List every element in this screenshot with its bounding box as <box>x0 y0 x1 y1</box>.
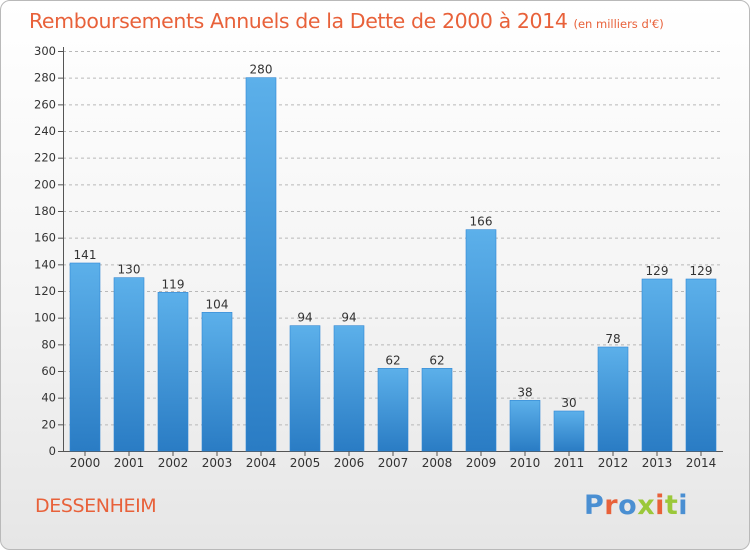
logo-letter: P <box>584 490 605 521</box>
chart-title: Remboursements Annuels de la Dette de 20… <box>29 9 664 33</box>
proxiti-logo: Proxiti <box>584 490 688 521</box>
data-label: 129 <box>646 264 669 278</box>
bar-2005 <box>289 325 321 452</box>
y-tick-label: 60 <box>41 364 56 378</box>
y-tick-label: 160 <box>34 231 56 245</box>
y-tick-label: 200 <box>34 177 56 191</box>
y-tick-label: 180 <box>34 204 56 218</box>
x-tick-label: 2009 <box>466 456 497 470</box>
logo-letter: r <box>604 490 619 521</box>
x-tick-label: 2004 <box>246 456 277 470</box>
x-tick-label: 2011 <box>554 456 585 470</box>
data-label: 119 <box>162 277 185 291</box>
y-tick-label: 80 <box>41 337 56 351</box>
logo-letter: x <box>637 490 656 521</box>
bar-2011 <box>553 410 585 452</box>
x-tick-label: 2002 <box>158 456 189 470</box>
x-tick-label: 2012 <box>598 456 629 470</box>
data-label: 62 <box>429 353 444 367</box>
y-tick-label: 280 <box>34 71 56 85</box>
x-tick-label: 2007 <box>378 456 409 470</box>
y-tick-label: 240 <box>34 124 56 138</box>
x-tick-label: 2008 <box>422 456 453 470</box>
y-tick-label: 220 <box>34 151 56 165</box>
data-label: 94 <box>341 311 356 325</box>
y-tick-label: 120 <box>34 284 56 298</box>
bar-2012 <box>597 346 629 452</box>
x-tick-label: 2010 <box>510 456 541 470</box>
data-label: 78 <box>605 332 620 346</box>
chart-title-text: Remboursements Annuels de la Dette de 20… <box>29 9 568 33</box>
bar-2009 <box>465 229 497 452</box>
data-label: 94 <box>297 311 312 325</box>
bar-2002 <box>157 292 189 452</box>
data-label: 30 <box>561 396 576 410</box>
bar-2010 <box>509 400 541 452</box>
data-label: 129 <box>690 264 713 278</box>
data-label: 38 <box>517 385 532 399</box>
y-tick-label: 20 <box>41 417 56 431</box>
y-tick-label: 300 <box>34 44 56 58</box>
bar-2001 <box>113 277 145 452</box>
logo-letter: o <box>618 490 638 521</box>
bar-2007 <box>377 368 409 452</box>
x-tick-label: 2003 <box>202 456 233 470</box>
bar-2013 <box>641 278 673 452</box>
chart-unit: (en milliers d'€) <box>573 17 664 31</box>
x-tick-label: 2013 <box>642 456 673 470</box>
x-tick-label: 2014 <box>686 456 717 470</box>
data-label: 104 <box>206 297 229 311</box>
y-tick-label: 100 <box>34 311 56 325</box>
x-tick-label: 2001 <box>114 456 145 470</box>
bar-2014 <box>685 278 717 452</box>
x-tick-label: 2000 <box>70 456 101 470</box>
data-label: 141 <box>74 248 97 262</box>
bar-2004 <box>245 77 277 452</box>
data-label: 62 <box>385 353 400 367</box>
data-label: 166 <box>470 215 493 229</box>
bar-2008 <box>421 368 453 452</box>
x-tick-label: 2005 <box>290 456 321 470</box>
data-label: 130 <box>118 263 141 277</box>
y-tick-label: 140 <box>34 257 56 271</box>
bar-2006 <box>333 325 365 452</box>
logo-letter: i <box>655 490 665 521</box>
logo-letter: t <box>664 490 679 521</box>
bar-2000 <box>69 262 101 452</box>
x-tick-label: 2006 <box>334 456 365 470</box>
y-tick-label: 0 <box>49 444 56 458</box>
logo-letter: i <box>678 490 689 521</box>
y-tick-label: 260 <box>34 97 56 111</box>
y-tick-label: 40 <box>41 391 56 405</box>
bar-2003 <box>201 312 233 452</box>
commune-name: DESSENHEIM <box>35 495 157 517</box>
data-label: 280 <box>250 63 273 77</box>
